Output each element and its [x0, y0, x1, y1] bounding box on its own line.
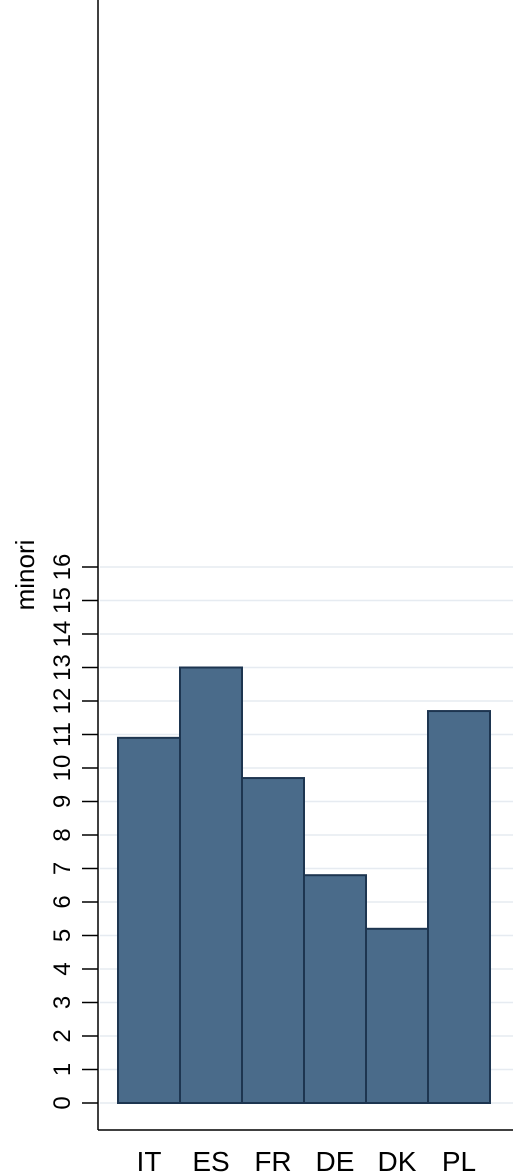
y-tick-label: 15 — [49, 587, 76, 614]
x-tick-label: DK — [378, 1146, 417, 1176]
y-axis-title: minori — [10, 540, 40, 611]
bar-fr — [241, 777, 305, 1104]
y-tick-label: 7 — [49, 862, 76, 875]
bar-dk — [365, 927, 429, 1104]
y-tick-label: 9 — [49, 795, 76, 808]
y-tick-label: 13 — [49, 654, 76, 681]
y-tick-label: 14 — [49, 621, 76, 648]
x-tick-label: IT — [137, 1146, 162, 1176]
y-tick-label: 8 — [49, 828, 76, 841]
y-tick-label: 10 — [49, 755, 76, 782]
y-tick-label: 5 — [49, 929, 76, 942]
bar-es — [179, 666, 243, 1104]
y-tick-label: 11 — [49, 722, 76, 747]
y-tick-label: 1 — [49, 1063, 76, 1076]
x-tick-label: PL — [442, 1146, 476, 1176]
x-tick-label: ES — [192, 1146, 229, 1176]
axes — [97, 0, 513, 1131]
y-tick-label: 3 — [49, 996, 76, 1009]
x-tick-label: FR — [254, 1146, 291, 1176]
y-tick-label: 4 — [49, 962, 76, 975]
bar-de — [303, 874, 367, 1105]
bar-it — [117, 736, 181, 1104]
bars — [117, 666, 491, 1105]
y-tick-label: 16 — [49, 554, 76, 581]
y-tick-label: 6 — [49, 895, 76, 908]
y-tick-label: 0 — [49, 1096, 76, 1109]
x-tick-label: DE — [316, 1146, 355, 1176]
y-tick-label: 2 — [49, 1029, 76, 1042]
y-tick-label: 12 — [49, 688, 76, 715]
x-tick-labels: IT ES FR DE DK PL — [137, 1146, 477, 1176]
bar-pl — [427, 710, 491, 1104]
